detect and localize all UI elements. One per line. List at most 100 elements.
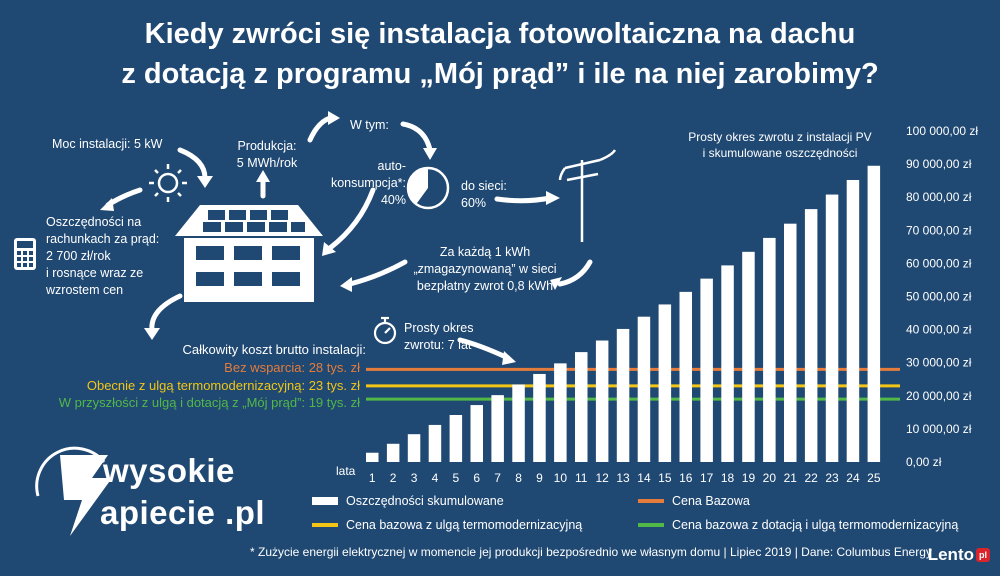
chart-title: Prosty okres zwrotu z instalacji PV bbox=[688, 130, 871, 144]
y-tick-label: 50 000,00 zł bbox=[906, 290, 972, 304]
bar-year-22 bbox=[804, 209, 818, 462]
autoconsumption-pie-icon bbox=[406, 166, 450, 210]
x-tick-label-5: 5 bbox=[453, 471, 460, 485]
footnote: * Zużycie energii elektrycznej w momenci… bbox=[250, 545, 932, 559]
title-line-2: z dotacją z programu „Mój prąd” i ile na… bbox=[121, 58, 879, 90]
net-line-2: „zmagazynowaną” w sieci bbox=[413, 262, 557, 276]
power-pole-icon bbox=[558, 149, 617, 242]
x-tick-label-9: 9 bbox=[536, 471, 543, 485]
bar-year-15 bbox=[658, 304, 672, 462]
production-line-1: Produkcja: bbox=[237, 139, 297, 153]
bar-year-9 bbox=[533, 373, 546, 462]
bar-year-14 bbox=[637, 316, 651, 462]
bar-year-25 bbox=[867, 165, 881, 462]
bar-year-20 bbox=[763, 237, 776, 462]
auto-line-3: 40% bbox=[380, 193, 406, 207]
production-label: Produkcja: 5 MWh/rok bbox=[222, 138, 312, 172]
legend-label-bars: Oszczędności skumulowane bbox=[346, 494, 504, 508]
including-label: W tym: bbox=[350, 118, 389, 132]
autoconsumption-label: auto- konsumpcja*: 40% bbox=[320, 158, 406, 209]
watermark-logo: Lento pl bbox=[928, 544, 990, 565]
x-tick-label-17: 17 bbox=[700, 471, 714, 485]
logo-line-1: wysokie bbox=[103, 452, 235, 489]
stopwatch-icon bbox=[373, 316, 397, 345]
legend-label-subsidy: Cena bazowa z dotacją i ulgą termomodern… bbox=[672, 518, 959, 532]
payback-label: Prosty okres zwrotu: 7 lat bbox=[404, 320, 473, 354]
y-tick-label: 0,00 zł bbox=[906, 455, 942, 469]
legend-swatch-base bbox=[638, 499, 664, 503]
cost-no-support: Bez wsparcia: 28 tys. zł bbox=[224, 360, 360, 375]
net-line-1: Za każdą 1 kWh bbox=[439, 245, 531, 259]
bar-year-4 bbox=[428, 424, 442, 462]
x-tick-label-23: 23 bbox=[825, 471, 839, 485]
x-tick-label-13: 13 bbox=[616, 471, 630, 485]
payback-line-2: zwrotu: 7 lat bbox=[404, 338, 472, 352]
net-line-3: bezpłatny zwrot 0,8 kWh bbox=[416, 279, 554, 293]
watermark-name: Lento bbox=[927, 544, 974, 564]
logo-line-2: apiecie .pl bbox=[100, 494, 266, 531]
logo-bolt-icon bbox=[35, 446, 112, 536]
bar-year-19 bbox=[742, 251, 755, 462]
x-axis-label: lata bbox=[336, 464, 356, 478]
arrow-heads bbox=[100, 111, 562, 365]
bars bbox=[366, 165, 881, 462]
power-label: Moc instalacji: 5 kW bbox=[52, 137, 163, 151]
x-tick-label-4: 4 bbox=[432, 471, 439, 485]
reference-lines bbox=[366, 367, 900, 401]
bar-year-7 bbox=[491, 395, 504, 462]
legend-swatch-subsidy bbox=[638, 523, 664, 527]
grid-line-1: do sieci: bbox=[461, 179, 507, 193]
bar-year-16 bbox=[679, 291, 692, 462]
savings-line-3: 2 700 zł/rok bbox=[46, 249, 111, 263]
x-tick-label-24: 24 bbox=[846, 471, 860, 485]
house-icon bbox=[175, 205, 323, 302]
bar-year-3 bbox=[407, 434, 421, 462]
bar-year-13 bbox=[616, 328, 630, 462]
x-tick-label-15: 15 bbox=[658, 471, 672, 485]
bar-year-6 bbox=[470, 405, 483, 462]
legend-swatch-relief bbox=[312, 523, 338, 527]
grid-line-2: 60% bbox=[461, 196, 487, 210]
net-metering-label: Za każdą 1 kWh „zmagazynowaną” w sieci b… bbox=[395, 244, 575, 295]
savings-line-1: Oszczędności na bbox=[46, 215, 142, 229]
y-tick-label: 20 000,00 zł bbox=[906, 389, 972, 403]
x-tick-label-3: 3 bbox=[411, 471, 418, 485]
x-tick-label-7: 7 bbox=[494, 471, 501, 485]
bar-year-8 bbox=[512, 384, 525, 462]
chart-subtitle: i skumulowane oszczędności bbox=[703, 146, 858, 160]
x-tick-label-18: 18 bbox=[721, 471, 735, 485]
watermark-suffix: pl bbox=[976, 547, 990, 562]
y-tick-label: 90 000,00 zł bbox=[906, 157, 972, 171]
auto-line-2: konsumpcja*: bbox=[330, 176, 406, 190]
x-tick-label-12: 12 bbox=[595, 471, 609, 485]
legend-swatch-bars bbox=[312, 497, 338, 505]
cost-future: W przyszłości z ulgą i dotacją z „Mój pr… bbox=[58, 395, 360, 410]
title-line-1: Kiedy zwróci się instalacja fotowoltaicz… bbox=[144, 18, 856, 50]
x-tick-label-20: 20 bbox=[763, 471, 777, 485]
legend-item-bars: Oszczędności skumulowane bbox=[312, 494, 504, 508]
bar-year-24 bbox=[846, 179, 860, 462]
savings-line-5: wzrostem cen bbox=[46, 283, 124, 297]
y-tick-label: 60 000,00 zł bbox=[906, 256, 972, 270]
bar-year-21 bbox=[784, 223, 797, 462]
x-tick-label-6: 6 bbox=[473, 471, 480, 485]
x-tick-label-22: 22 bbox=[804, 471, 818, 485]
x-tick-label-1: 1 bbox=[369, 471, 376, 485]
bar-year-17 bbox=[700, 278, 713, 462]
cost-with-relief: Obecnie z ulgą termomodernizacyjną: 23 t… bbox=[86, 378, 360, 393]
x-tick-label-2: 2 bbox=[390, 471, 397, 485]
bar-year-18 bbox=[721, 265, 734, 462]
production-line-2: 5 MWh/rok bbox=[236, 156, 298, 170]
bar-year-12 bbox=[595, 340, 609, 462]
x-tick-label-11: 11 bbox=[575, 471, 588, 485]
infographic-title: Kiedy zwróci się instalacja fotowoltaicz… bbox=[0, 14, 1000, 94]
y-tick-label: 30 000,00 zł bbox=[906, 356, 972, 370]
legend-item-subsidy: Cena bazowa z dotacją i ulgą termomodern… bbox=[638, 518, 958, 532]
x-tick-label-21: 21 bbox=[784, 471, 798, 485]
savings-line-2: rachunkach za prąd: bbox=[46, 232, 160, 246]
x-tick-label-10: 10 bbox=[554, 471, 568, 485]
y-tick-label: 70 000,00 zł bbox=[906, 223, 972, 237]
bar-year-23 bbox=[825, 194, 839, 462]
